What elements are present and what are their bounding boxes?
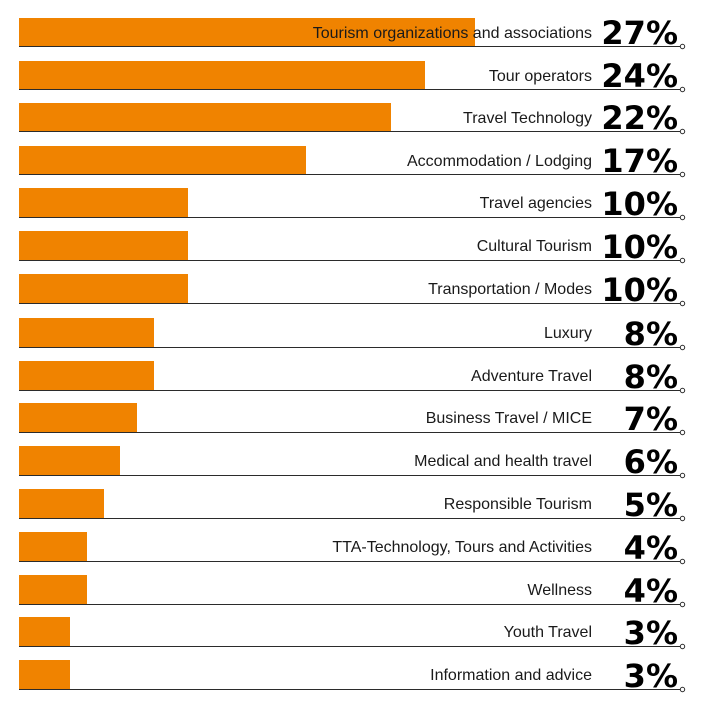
value-label: 10% [601,228,678,266]
category-label: Adventure Travel [471,368,592,385]
bar [19,489,104,518]
rule-end-dot [679,128,686,135]
bar [19,318,154,347]
bar [19,403,137,432]
rule-end-dot [679,300,686,307]
category-label: Cultural Tourism [477,238,592,255]
rule-end-dot [679,643,686,650]
category-label: Youth Travel [504,624,592,641]
category-label: Medical and health travel [414,453,592,470]
category-label: Accommodation / Lodging [407,153,592,170]
value-label: 10% [601,271,678,309]
bar [19,532,87,561]
rule-end-dot [679,43,686,50]
rule-end-dot [679,86,686,93]
value-label: 8% [624,358,678,396]
bar [19,61,425,89]
rule-end-dot [679,686,686,693]
category-label: Information and advice [430,667,592,684]
bar [19,575,87,604]
value-label: 17% [601,142,678,180]
rule-end-dot [679,214,686,221]
bar [19,446,120,475]
bar [19,361,154,390]
rule-end-dot [679,344,686,351]
category-label: Business Travel / MICE [426,410,592,427]
bar [19,617,70,646]
rule-end-dot [679,429,686,436]
rule-end-dot [679,558,686,565]
category-label: Responsible Tourism [444,496,592,513]
value-label: 8% [624,315,678,353]
value-label: 7% [624,400,678,438]
bar [19,231,188,260]
category-label: TTA-Technology, Tours and Activities [332,539,592,556]
bar [19,103,391,131]
value-label: 3% [624,657,678,695]
bar [19,146,306,174]
rule-end-dot [679,257,686,264]
rule-end-dot [679,515,686,522]
value-label: 4% [624,529,678,567]
rule-end-dot [679,601,686,608]
category-label: Tour operators [489,68,592,85]
value-label: 6% [624,443,678,481]
value-label: 3% [624,614,678,652]
bar [19,660,70,689]
value-label: 10% [601,185,678,223]
bar [19,18,475,46]
value-label: 22% [601,99,678,137]
value-label: 5% [624,486,678,524]
value-label: 4% [624,572,678,610]
value-label: 24% [601,57,678,95]
bar [19,274,188,303]
bar [19,188,188,217]
rule-end-dot [679,472,686,479]
category-label: Wellness [527,582,592,599]
value-label: 27% [601,14,678,52]
category-label: Travel Technology [463,110,592,127]
rule-end-dot [679,171,686,178]
category-label: Transportation / Modes [428,281,592,298]
rule-end-dot [679,387,686,394]
category-label: Tourism organizations and associations [313,25,592,42]
category-label: Luxury [544,325,592,342]
category-label: Travel agencies [480,195,592,212]
